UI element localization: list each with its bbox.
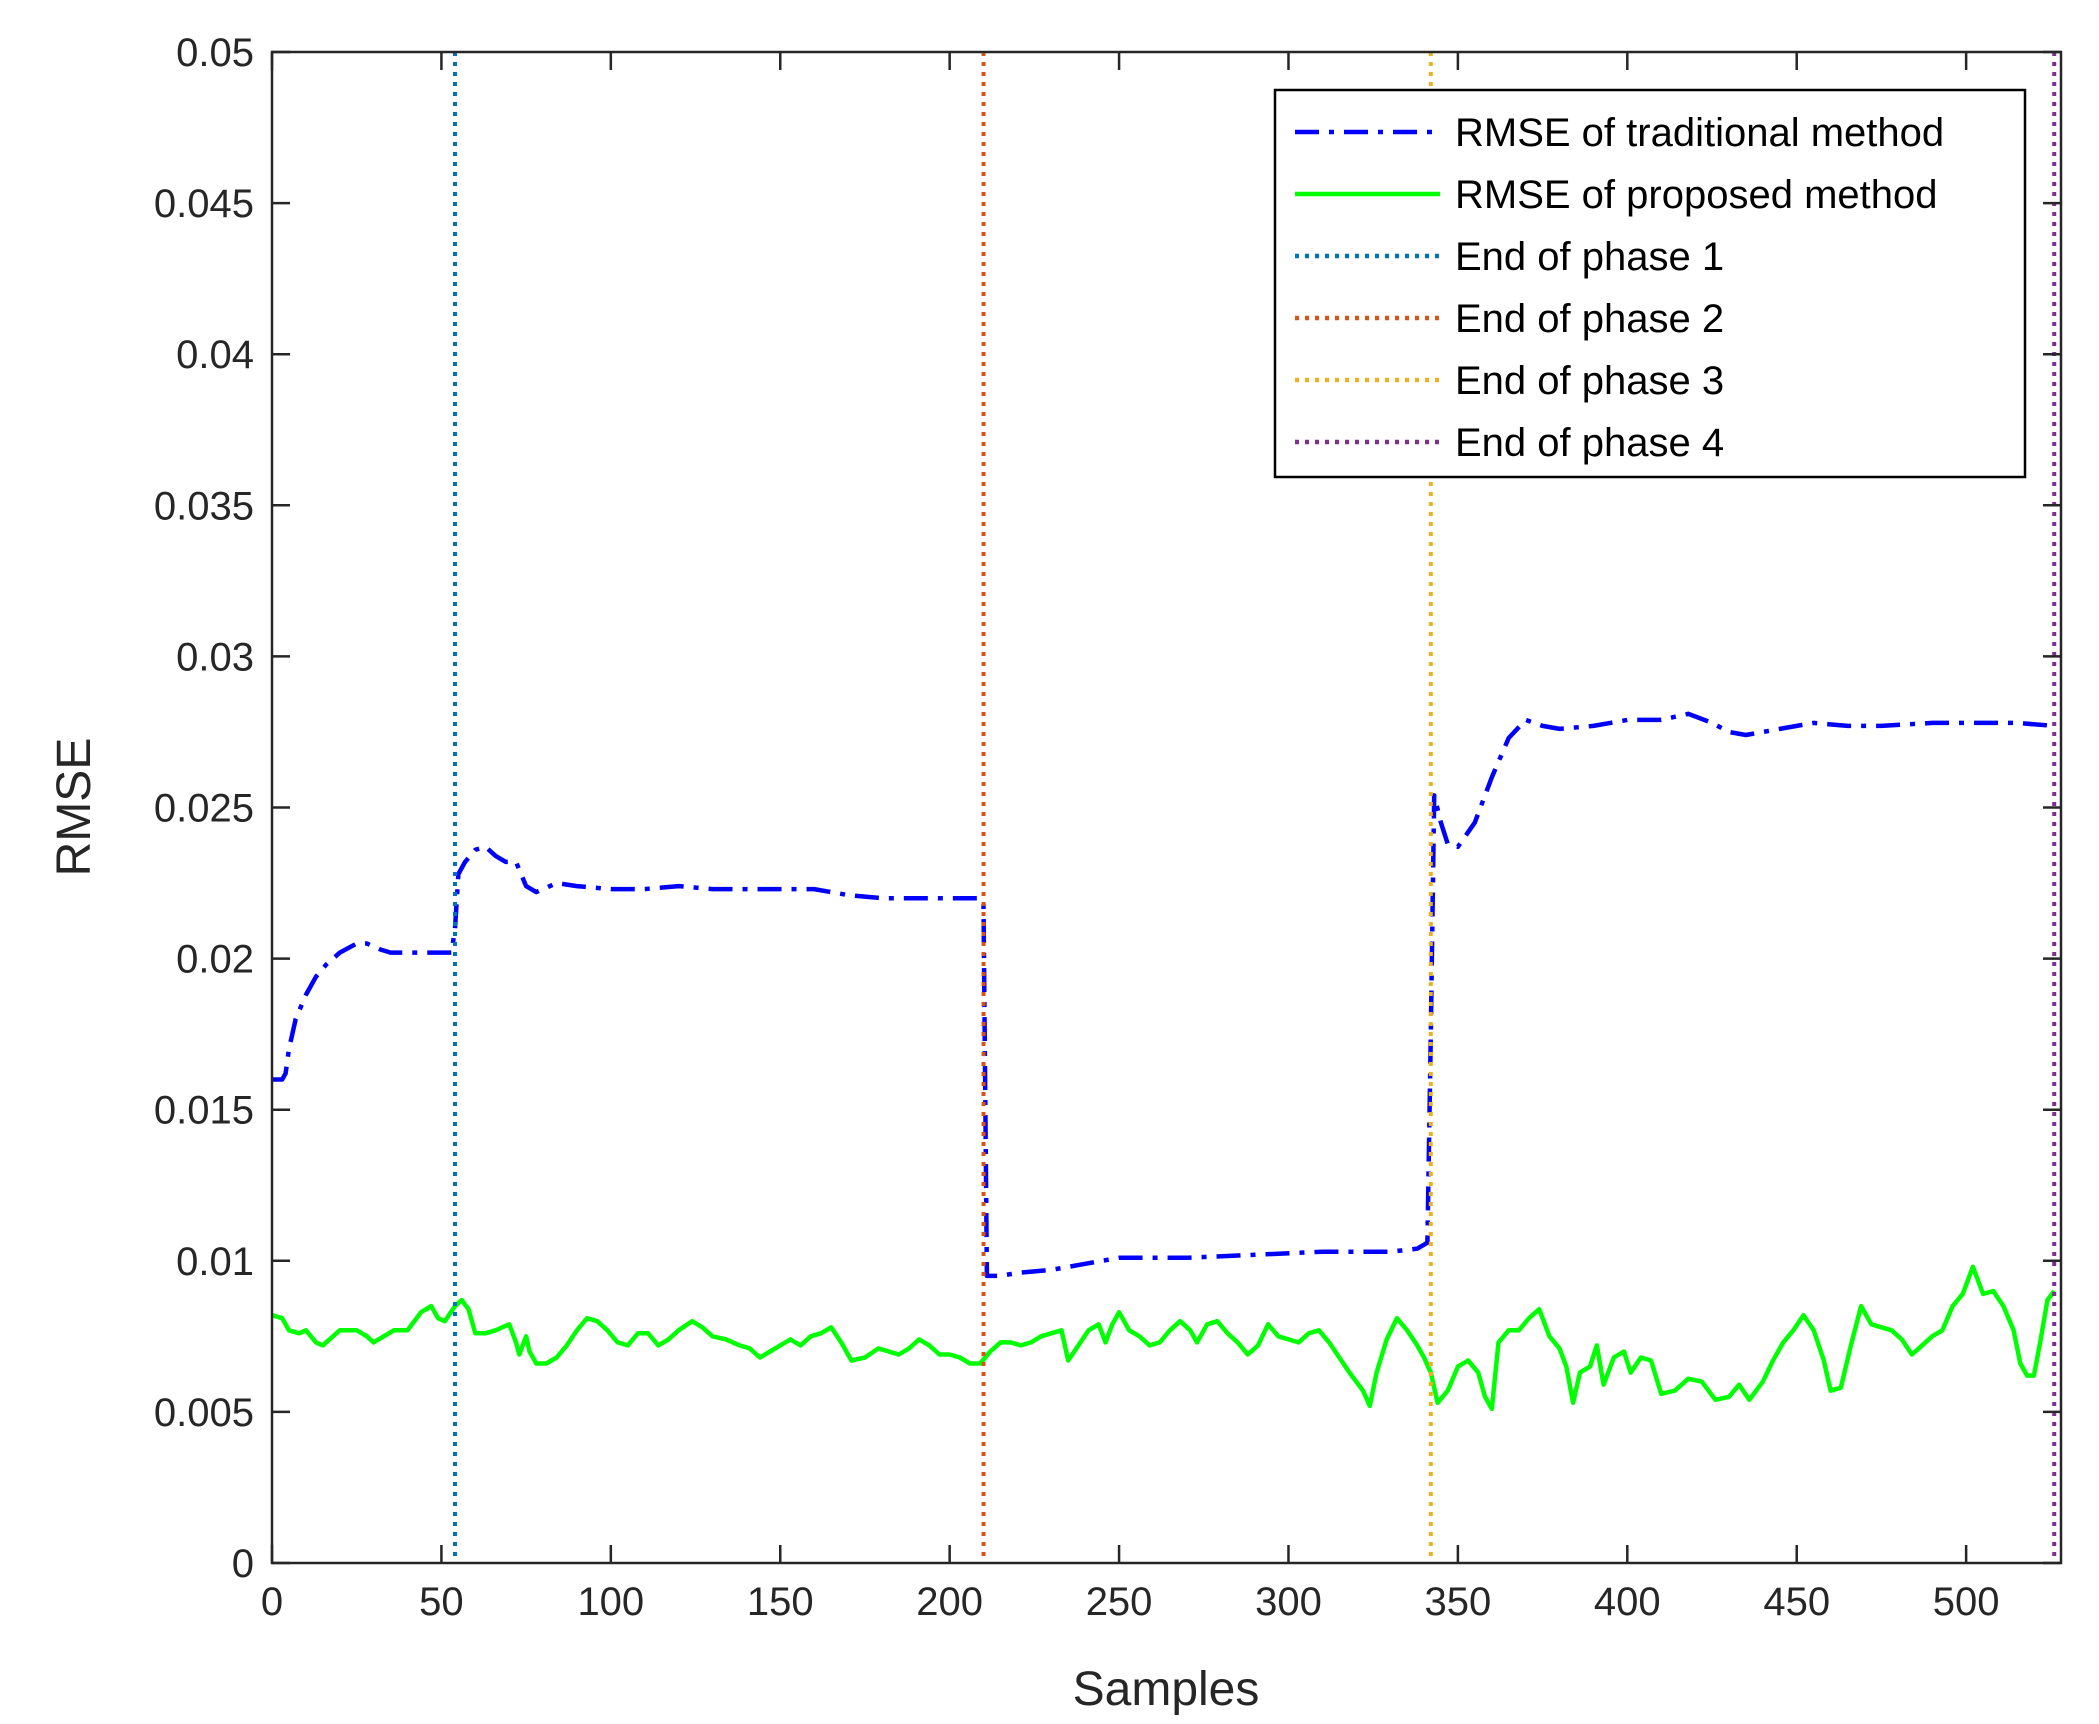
x-tick-label: 0 bbox=[261, 1580, 283, 1624]
y-tick-label: 0.02 bbox=[176, 938, 254, 982]
x-tick-label: 300 bbox=[1255, 1580, 1322, 1624]
legend-items: RMSE of traditional method RMSE of propos… bbox=[1295, 111, 1944, 465]
series-rmse-of-proposed-method bbox=[271, 1264, 2057, 1412]
x-tick-label: 500 bbox=[1933, 1580, 2000, 1624]
y-tick-label: 0 bbox=[232, 1542, 254, 1586]
y-tick-label: 0.035 bbox=[154, 484, 254, 528]
x-tick-label: 450 bbox=[1763, 1580, 1830, 1624]
legend-label: End of phase 4 bbox=[1455, 421, 1724, 465]
y-tick-label: 0.03 bbox=[176, 635, 254, 679]
x-tick-label: 150 bbox=[747, 1580, 814, 1624]
x-axis-label: Samples bbox=[1073, 1663, 1260, 1716]
x-tick-label: 200 bbox=[916, 1580, 983, 1624]
y-tick-label: 0.015 bbox=[154, 1089, 254, 1133]
y-tick-label: 0.04 bbox=[176, 333, 254, 377]
y-axis-label: RMSE bbox=[48, 738, 101, 877]
ticks-layer bbox=[270, 50, 2061, 1565]
legend-label: End of phase 3 bbox=[1455, 359, 1724, 403]
legend-item: End of phase 3 bbox=[1295, 359, 1724, 403]
legend-item: RMSE of proposed method bbox=[1295, 173, 1937, 217]
x-tick-label: 250 bbox=[1086, 1580, 1153, 1624]
legend-label: RMSE of proposed method bbox=[1455, 173, 1937, 217]
y-tick-label: 0.01 bbox=[176, 1240, 254, 1284]
tick-labels-layer: 0 50 100 150 200 250 300 350 400 450 500 0 0.005 0.01… bbox=[154, 31, 2000, 1624]
y-tick-label: 0.025 bbox=[154, 787, 254, 831]
legend-item: End of phase 1 bbox=[1295, 235, 1724, 279]
legend-box bbox=[1273, 88, 2027, 479]
series-rmse-of-traditional-method bbox=[272, 711, 2055, 1279]
legend-label: End of phase 1 bbox=[1455, 235, 1724, 279]
y-tick-label: 0.045 bbox=[154, 182, 254, 226]
y-tick-label: 0.005 bbox=[154, 1391, 254, 1435]
legend-label: End of phase 2 bbox=[1455, 297, 1724, 341]
legend-item: End of phase 4 bbox=[1295, 421, 1724, 465]
x-tick-label: 100 bbox=[577, 1580, 644, 1624]
legend: RMSE of traditional method RMSE of propos… bbox=[1273, 88, 2027, 479]
legend-label: RMSE of traditional method bbox=[1455, 111, 1944, 155]
y-tick-label: 0.05 bbox=[176, 31, 254, 75]
x-tick-label: 400 bbox=[1594, 1580, 1661, 1624]
legend-item: RMSE of traditional method bbox=[1295, 111, 1944, 155]
x-tick-label: 50 bbox=[419, 1580, 464, 1624]
x-tick-label: 350 bbox=[1425, 1580, 1492, 1624]
legend-item: End of phase 2 bbox=[1295, 297, 1724, 341]
